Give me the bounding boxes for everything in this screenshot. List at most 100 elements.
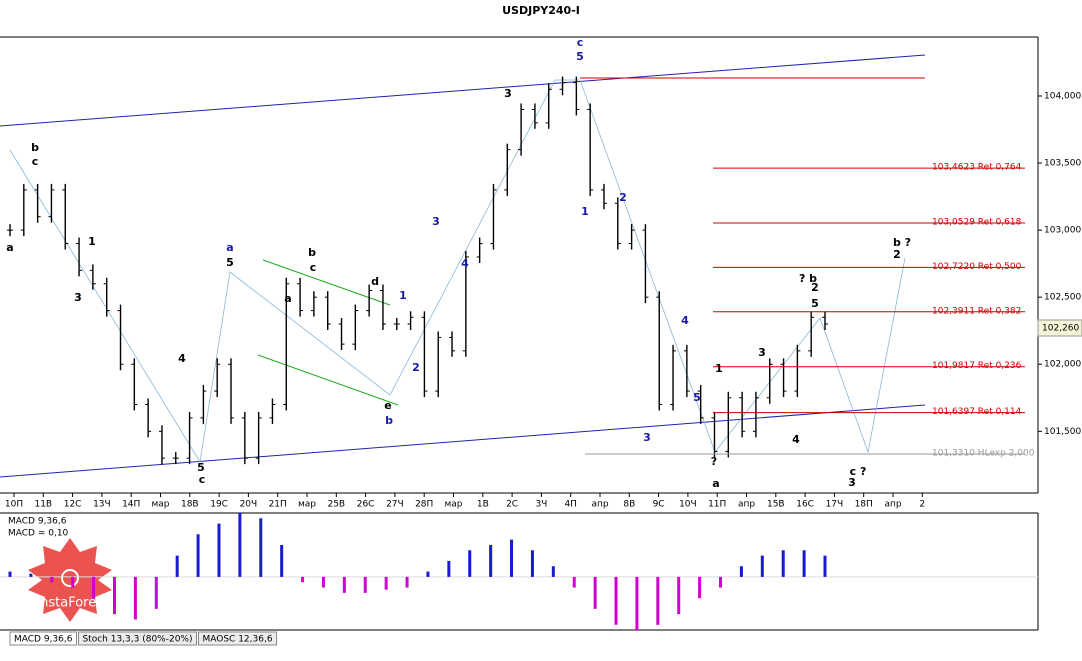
macd-bar [802,550,806,577]
macd-bar [739,566,743,577]
bar [614,197,621,250]
macd-bar [196,534,200,577]
level-label: 102,7220 Ret 0,500 [932,262,1022,272]
logo-text: InstaForex [36,596,104,611]
bar [7,224,13,237]
current-price: 102,260 [1042,324,1079,334]
price-layer [7,76,828,465]
macd-bar [112,576,116,615]
wave-label: a [6,241,13,254]
wave-label: 3 [643,431,651,444]
tab-label: MACD 9,36,6 [14,635,73,645]
bar [711,411,718,458]
macd-bar [677,576,681,615]
y-tick-label: 104,000 [1044,92,1081,102]
y-tick-label: 102,000 [1044,360,1081,370]
macd-bar [510,539,514,577]
x-tick-label: 18П [855,500,873,510]
wave-label: c [577,36,584,49]
wave-label: 2 [412,361,420,374]
wave-label: c [199,473,206,486]
x-tick-label: 19С [210,500,228,510]
macd-bar [259,518,263,577]
level-label: 103,4623 Ret 0,764 [932,163,1022,173]
wave-label: b ? [893,236,911,249]
price-box [1037,319,1082,337]
wave-label: a [712,477,719,490]
logo: InstaForex [28,538,112,622]
macd-bar [50,576,54,583]
bar [752,391,759,438]
bar [435,331,442,398]
bar [172,452,179,465]
x-tick-label: мар [298,500,316,510]
logo-icon [61,569,79,587]
macd-bar [8,571,12,577]
bar [587,103,594,196]
macd-bar [656,576,660,625]
bar [131,358,138,411]
macd-bar [280,544,284,577]
level-label: 101,3310 HLexp 2,000 [932,448,1035,458]
x-tick-label: 10Ч [679,500,697,510]
wave-label: b [308,246,316,259]
bar [62,183,69,250]
wave-label: 4 [792,433,800,446]
macd-value: MACD = 0,10 [8,529,69,539]
wave-label: c ? [850,465,867,478]
chart-title: USDJPY240-I [502,4,580,17]
bar [20,183,27,237]
bar [545,83,552,129]
bar [407,311,414,331]
wave-label: ? b [799,272,817,285]
bar [269,398,276,424]
macd-bar [572,576,576,588]
wave-label: 5 [693,391,701,404]
bar [518,103,525,156]
bar [34,183,41,223]
wave-label: c [310,261,317,274]
wave-label: e [384,399,391,412]
x-tick-label: 2С [506,500,518,510]
bar [670,344,677,411]
wave-label: 3 [74,291,82,304]
x-tick-label: 3Ч [535,500,547,510]
macd-bar [321,576,325,588]
bar [366,284,373,317]
bar [697,385,704,424]
macd-bar [217,523,221,577]
macd-bar [29,573,33,577]
x-tick-label: 13Ч [93,500,111,510]
bar [338,318,345,351]
wave-label: 3 [504,87,512,100]
bar [76,237,83,277]
x-tick-label: 26С [357,500,375,510]
wave-label: d [371,275,379,288]
bar [683,344,690,398]
logo-badge [28,538,112,622]
y-tick-label: 101,500 [1044,427,1081,437]
macd-bar [405,576,409,588]
wave-label: 5 [811,297,819,310]
x-tick-label: 10П [5,500,23,510]
macd-bar [551,566,555,577]
x-tick-label: 28П [415,500,433,510]
bar [808,311,815,357]
x-tick-label: 21П [269,500,287,510]
macd-bar [447,560,451,577]
x-tick-label: 1В [477,500,489,510]
wave-label: 2 [811,281,819,294]
bar [559,76,566,96]
macd-bar [530,550,534,577]
wave-label: b [385,414,393,427]
macd-bar [635,576,639,631]
wave-label: 1 [715,362,723,375]
macd-bar [468,550,472,577]
x-tick-label: 14П [122,500,140,510]
bar [780,358,787,398]
bar [352,304,359,351]
bar [228,358,235,424]
macd-bar [301,576,305,583]
macd-bar [614,576,618,625]
